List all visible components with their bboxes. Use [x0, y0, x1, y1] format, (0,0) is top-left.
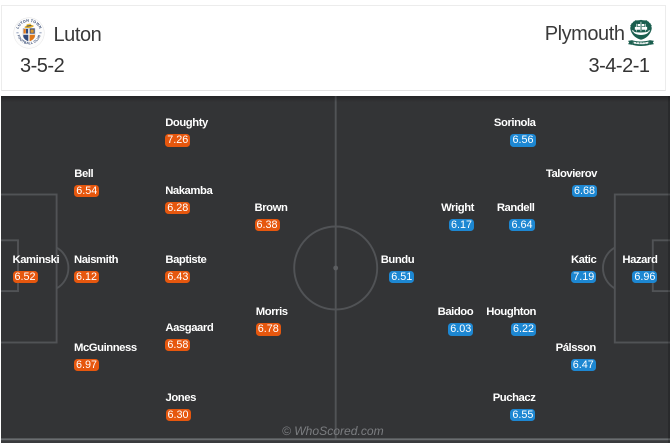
- svg-text:P · A · F · C: P · A · F · C: [636, 41, 647, 44]
